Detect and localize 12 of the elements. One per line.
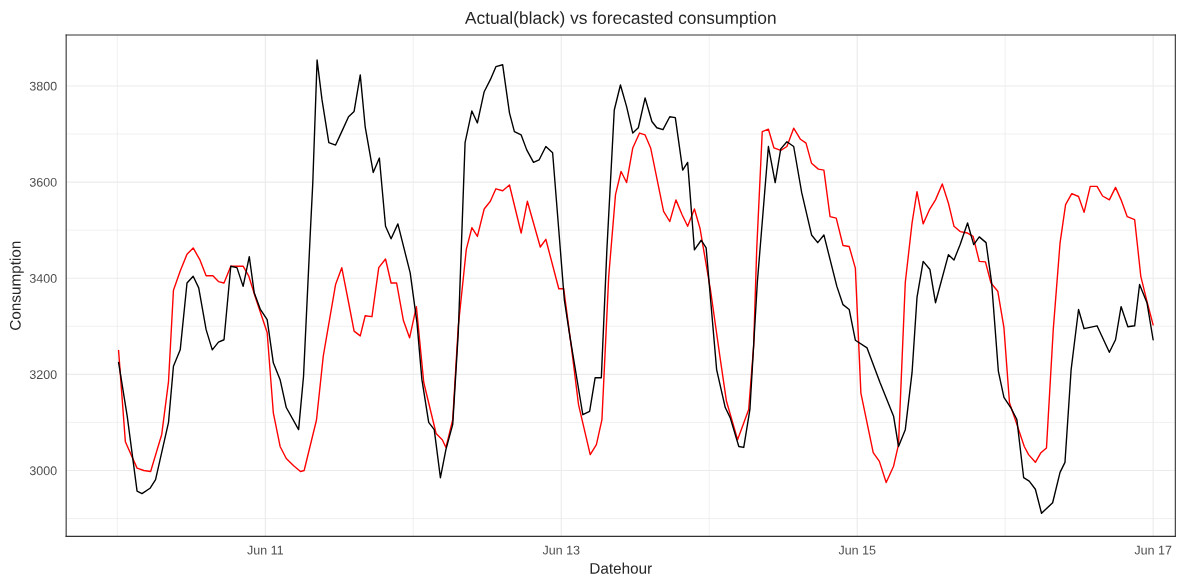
x-tick-label: Jun 11	[247, 545, 284, 555]
y-tick-label: 3000	[29, 466, 57, 476]
x-axis-title: Datehour	[590, 562, 652, 574]
x-tick-label: Jun 15	[838, 545, 876, 555]
x-tick-label: Jun 17	[1134, 545, 1172, 555]
chart-title: Actual(black) vs forecasted consumption	[464, 11, 776, 28]
y-tick-label: 3200	[29, 370, 57, 380]
y-tick-label: 3600	[29, 177, 57, 187]
x-tick-label: Jun 13	[542, 545, 580, 555]
y-tick-label: 3800	[29, 81, 57, 91]
y-axis-title: Consumption	[9, 241, 24, 330]
y-tick-label: 3400	[29, 274, 57, 283]
